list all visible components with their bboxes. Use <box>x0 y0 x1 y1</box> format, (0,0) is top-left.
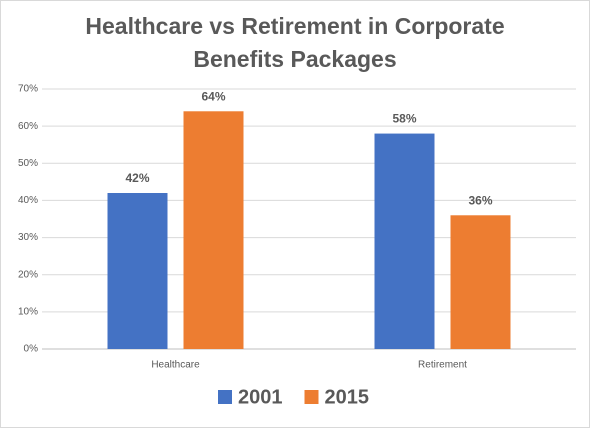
y-tick-label: 60% <box>18 121 38 132</box>
legend-label: 2001 <box>238 386 283 408</box>
data-label: 36% <box>468 193 492 207</box>
x-tick-label: Retirement <box>418 360 467 371</box>
y-tick-label: 70% <box>18 84 38 95</box>
legend-swatch <box>218 390 232 404</box>
bar <box>374 133 435 349</box>
legend-swatch <box>304 390 319 404</box>
bar <box>450 215 511 349</box>
y-tick-label: 30% <box>18 232 38 243</box>
bar <box>107 193 168 349</box>
legend-label: 2015 <box>325 386 370 408</box>
y-tick-label: 0% <box>24 344 39 355</box>
data-label: 64% <box>201 89 225 103</box>
data-label: 42% <box>125 171 149 185</box>
y-tick-label: 40% <box>18 195 38 206</box>
x-tick-label: Healthcare <box>151 360 200 371</box>
data-label: 58% <box>392 112 416 126</box>
y-tick-label: 20% <box>18 269 38 280</box>
chart-title: Healthcare vs Retirement in Corporate Be… <box>85 13 505 72</box>
y-tick-label: 10% <box>18 306 38 317</box>
y-tick-label: 50% <box>18 158 38 169</box>
bar <box>183 111 244 350</box>
